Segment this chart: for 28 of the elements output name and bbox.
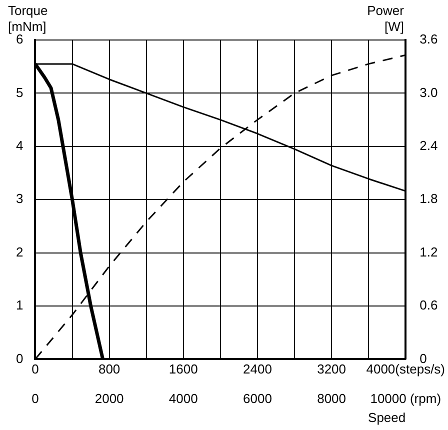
x-tick-label: 1600 [168,362,198,377]
x2-tick-label: 6000 [243,391,272,406]
y2-tick-label: 0 [420,350,427,366]
y2-tick-label: 1.8 [420,191,438,206]
y2-tick-label: 1.2 [420,244,438,260]
x2-tick-label: 10000 (rpm) [370,391,442,406]
x-tick-label: 3200 [317,362,346,377]
y-tick-label: 0 [16,350,24,366]
x-tick-label: 2400 [243,362,272,377]
x-axis-title: Speed [368,410,406,425]
y2-tick-label: 0.6 [420,298,438,313]
x2-tick-label: 8000 [317,391,346,406]
y-tick-label: 6 [16,32,24,47]
y2-tick-label: 3.0 [420,84,438,100]
y-tick-label: 4 [16,138,24,153]
y-tick-label: 1 [16,298,24,313]
y-tick-label: 2 [16,244,24,260]
y-axis-title: Torque [mNm] [8,3,48,34]
x2-tick-label: 4000 [168,391,198,406]
y-tick-label: 5 [16,84,24,100]
y2-tick-label: 3.6 [420,32,438,47]
y2-tick-label: 2.4 [420,138,438,153]
y2-axis-title: Power [W] [367,3,405,34]
x-tick-label: 800 [98,362,120,377]
x-tick-label: 0 [32,362,39,377]
x2-tick-label: 2000 [94,391,124,406]
y-tick-label: 3 [16,191,24,206]
x2-tick-label: 0 [32,391,39,406]
